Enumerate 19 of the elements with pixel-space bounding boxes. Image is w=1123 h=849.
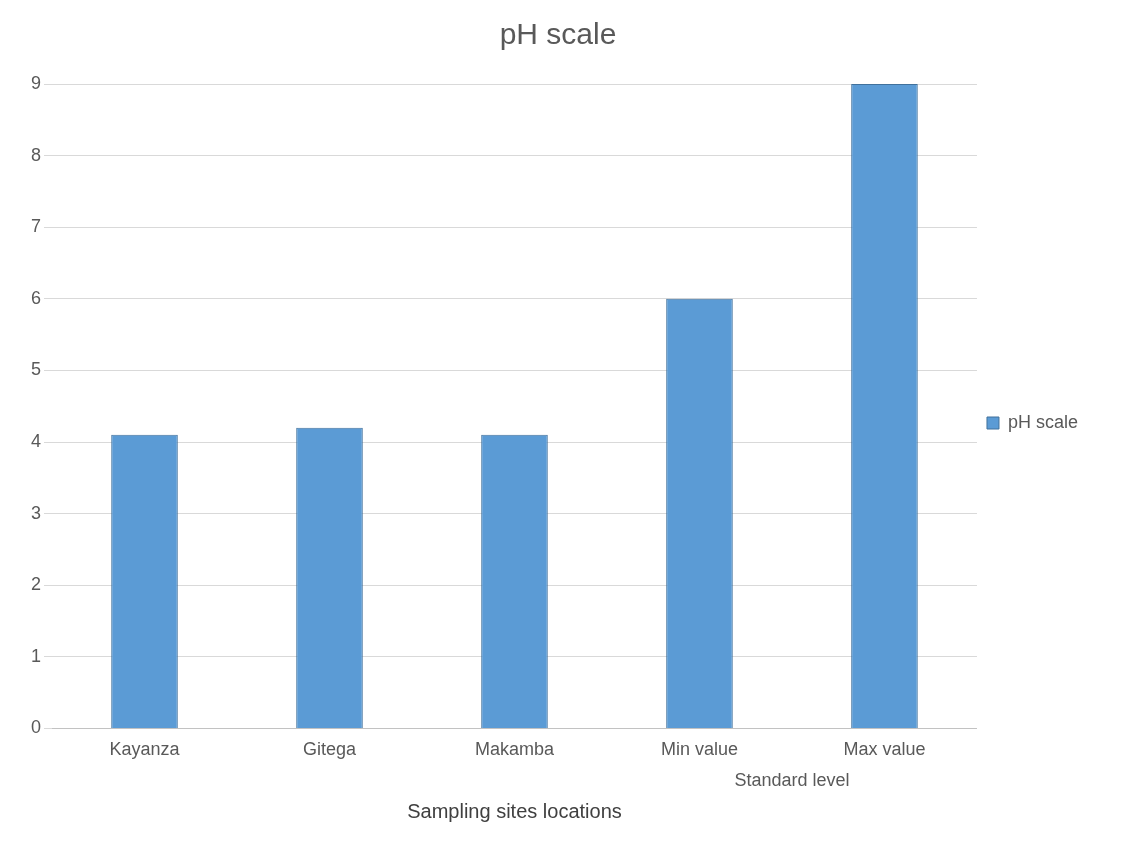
- y-tick-label: 8: [31, 144, 42, 165]
- y-tick-label: 1: [31, 645, 42, 666]
- y-tick-label: 3: [31, 502, 42, 523]
- y-tick-label: 7: [31, 216, 42, 237]
- x-tick-label: Max value: [843, 739, 926, 760]
- y-tick-label: 2: [31, 574, 42, 595]
- x-axis-title: Sampling sites locations: [407, 799, 622, 822]
- y-tick-label: 5: [31, 359, 42, 380]
- text: Standard level: [734, 770, 850, 791]
- x-tick-label: Makamba: [474, 739, 555, 760]
- x-tick-label: Min value: [660, 739, 738, 760]
- y-tick-label: 4: [31, 430, 42, 451]
- legend-label: pH scale: [1007, 411, 1078, 432]
- y-tick-label: 9: [31, 72, 42, 93]
- x-tick-label: Gitega: [302, 739, 357, 760]
- x-tick-label: Kayanza: [109, 739, 181, 760]
- y-tick-label: 0: [31, 717, 42, 738]
- y-tick-label: 6: [31, 287, 42, 308]
- chart-title: pH scale: [499, 17, 617, 51]
